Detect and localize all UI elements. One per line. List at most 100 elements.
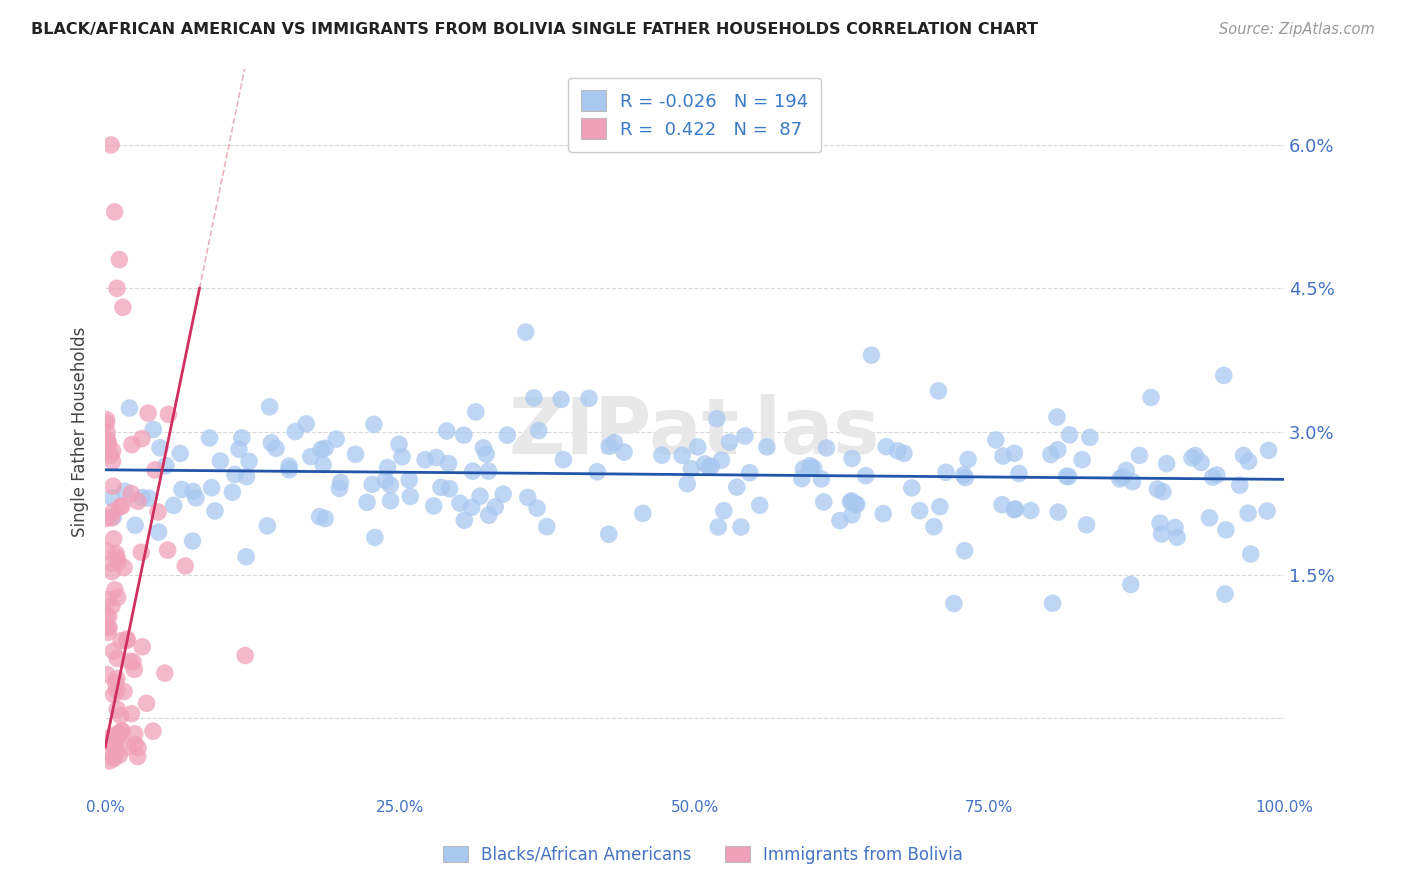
- Point: [1056, 469, 1078, 483]
- Point: [157, 408, 180, 422]
- Point: [256, 518, 278, 533]
- Point: [413, 452, 436, 467]
- Point: [1149, 516, 1171, 530]
- Point: [828, 514, 851, 528]
- Point: [380, 493, 402, 508]
- Point: [131, 640, 153, 654]
- Point: [1002, 502, 1025, 516]
- Point: [97, 436, 120, 450]
- Point: [453, 428, 475, 442]
- Point: [526, 501, 548, 516]
- Point: [436, 424, 458, 438]
- Point: [96, 433, 118, 447]
- Point: [1046, 442, 1069, 457]
- Point: [472, 441, 495, 455]
- Point: [105, 683, 128, 698]
- Point: [516, 491, 538, 505]
- Point: [111, 724, 134, 739]
- Point: [523, 391, 546, 405]
- Point: [475, 447, 498, 461]
- Point: [1198, 511, 1220, 525]
- Point: [464, 405, 486, 419]
- Point: [314, 511, 336, 525]
- Point: [299, 450, 322, 464]
- Point: [399, 490, 422, 504]
- Point: [201, 481, 224, 495]
- Point: [311, 442, 333, 457]
- Point: [101, 454, 124, 468]
- Point: [108, 500, 131, 514]
- Point: [527, 424, 550, 438]
- Point: [100, 511, 122, 525]
- Point: [793, 462, 815, 476]
- Point: [204, 504, 226, 518]
- Point: [681, 461, 703, 475]
- Point: [111, 301, 134, 315]
- Point: [103, 688, 125, 702]
- Point: [860, 348, 883, 362]
- Point: [1057, 469, 1080, 483]
- Point: [1215, 523, 1237, 537]
- Point: [1237, 454, 1260, 468]
- Point: [97, 609, 120, 624]
- Point: [686, 440, 709, 454]
- Point: [103, 749, 125, 764]
- Point: [198, 431, 221, 445]
- Point: [361, 477, 384, 491]
- Point: [111, 499, 134, 513]
- Point: [1076, 517, 1098, 532]
- Point: [100, 747, 122, 761]
- Point: [841, 494, 863, 508]
- Point: [136, 406, 159, 420]
- Point: [146, 505, 169, 519]
- Point: [439, 482, 461, 496]
- Point: [697, 460, 720, 475]
- Point: [477, 464, 499, 478]
- Point: [449, 496, 471, 510]
- Point: [1071, 452, 1094, 467]
- Point: [453, 513, 475, 527]
- Point: [122, 655, 145, 669]
- Point: [422, 499, 444, 513]
- Point: [1205, 468, 1227, 483]
- Point: [100, 557, 122, 571]
- Point: [124, 518, 146, 533]
- Point: [101, 505, 124, 519]
- Point: [1202, 470, 1225, 484]
- Point: [105, 547, 128, 561]
- Point: [1166, 530, 1188, 544]
- Point: [671, 448, 693, 462]
- Point: [98, 754, 121, 768]
- Point: [163, 499, 186, 513]
- Point: [344, 447, 367, 461]
- Point: [111, 723, 134, 738]
- Point: [651, 448, 673, 462]
- Point: [114, 484, 136, 499]
- Point: [515, 325, 537, 339]
- Point: [105, 651, 128, 665]
- Point: [942, 597, 965, 611]
- Point: [264, 442, 287, 456]
- Point: [425, 450, 447, 465]
- Point: [129, 545, 152, 559]
- Point: [810, 472, 832, 486]
- Point: [115, 632, 138, 646]
- Point: [278, 463, 301, 477]
- Point: [104, 676, 127, 690]
- Point: [100, 138, 122, 153]
- Point: [461, 500, 484, 515]
- Point: [1121, 475, 1143, 489]
- Point: [1232, 449, 1254, 463]
- Point: [1237, 506, 1260, 520]
- Point: [181, 534, 204, 549]
- Point: [278, 459, 301, 474]
- Point: [115, 740, 138, 755]
- Point: [107, 591, 129, 605]
- Point: [603, 435, 626, 450]
- Point: [1039, 448, 1062, 462]
- Point: [101, 444, 124, 458]
- Text: BLACK/AFRICAN AMERICAN VS IMMIGRANTS FROM BOLIVIA SINGLE FATHER HOUSEHOLDS CORRE: BLACK/AFRICAN AMERICAN VS IMMIGRANTS FRO…: [31, 22, 1038, 37]
- Point: [815, 441, 838, 455]
- Point: [839, 495, 862, 509]
- Point: [1119, 577, 1142, 591]
